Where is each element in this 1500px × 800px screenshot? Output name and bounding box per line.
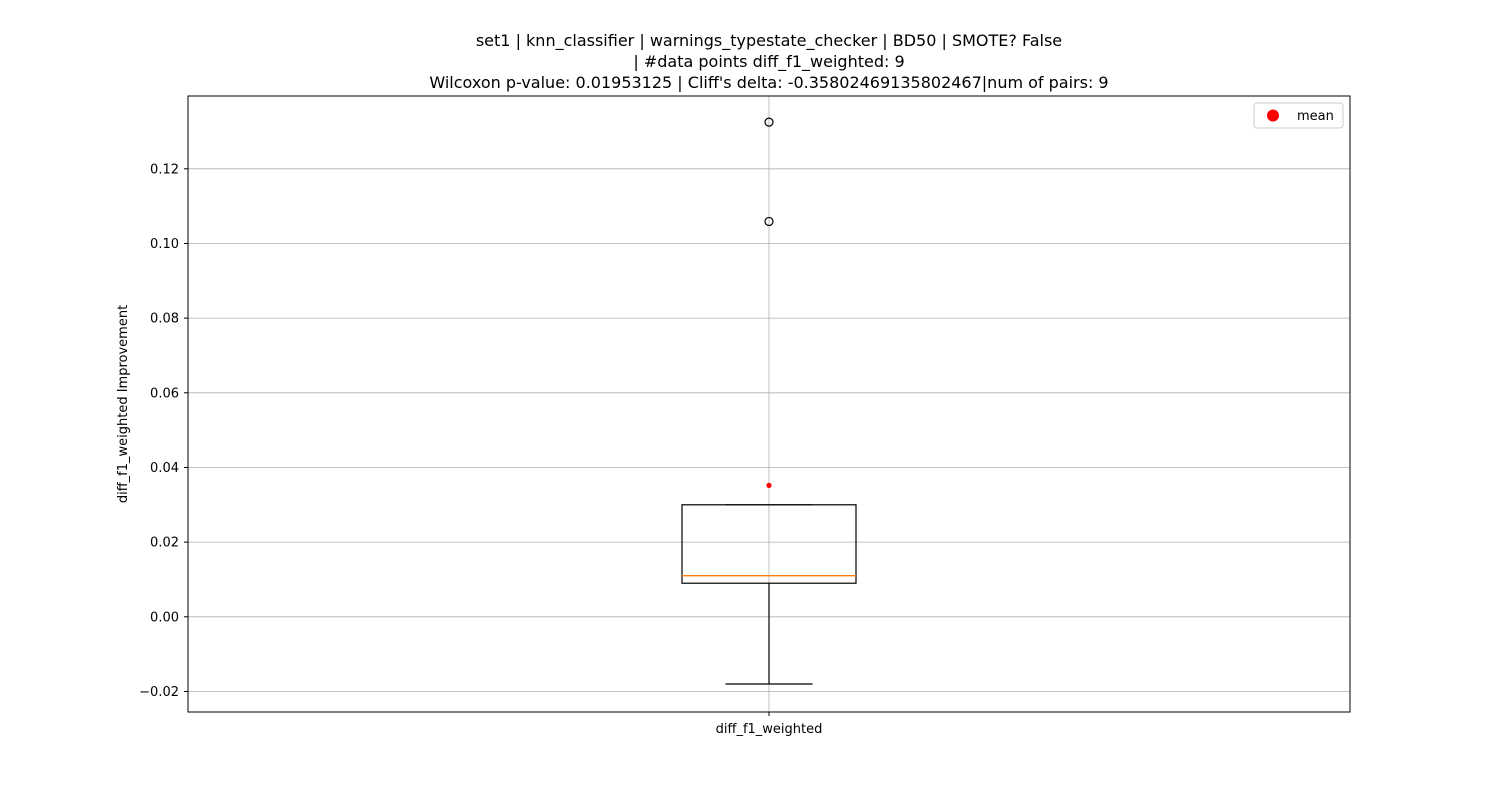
legend: mean [1253,102,1344,129]
mean-point [766,482,772,488]
y-tick-label: 0.06 [150,386,179,401]
y-axis-label: diff_f1_weighted Improvement [116,305,131,503]
outlier-point [764,117,774,127]
y-tick-label: −0.02 [139,685,179,700]
y-tick-label: 0.04 [150,461,179,476]
x-tick-label: diff_f1_weighted [716,722,823,737]
y-tick-label: 0.10 [150,237,179,252]
y-tick-label: 0.00 [150,610,179,625]
y-tick-label: 0.08 [150,312,179,327]
chart-title-line-2: | #data points diff_f1_weighted: 9 [633,52,904,72]
box-series [681,117,857,685]
y-axis-ticks: −0.02 0.00 0.02 0.04 0.06 0.08 0.10 0.12 [139,162,188,700]
chart-title: set1 | knn_classifier | warnings_typesta… [429,31,1108,92]
plot-area-frame [187,95,1351,713]
outlier-point [764,216,774,227]
y-tick-label: 0.12 [150,162,179,177]
box-iqr [681,504,857,584]
y-tick-label: 0.02 [150,536,179,551]
legend-frame [1253,102,1344,129]
legend-mean-marker [1267,109,1279,122]
legend-mean-label: mean [1297,109,1334,124]
x-axis-ticks: diff_f1_weighted [716,712,823,737]
chart-title-line-3: Wilcoxon p-value: 0.01953125 | Cliff's d… [429,73,1108,92]
chart-title-line-1: set1 | knn_classifier | warnings_typesta… [476,31,1062,51]
grid-lines [188,96,1350,712]
